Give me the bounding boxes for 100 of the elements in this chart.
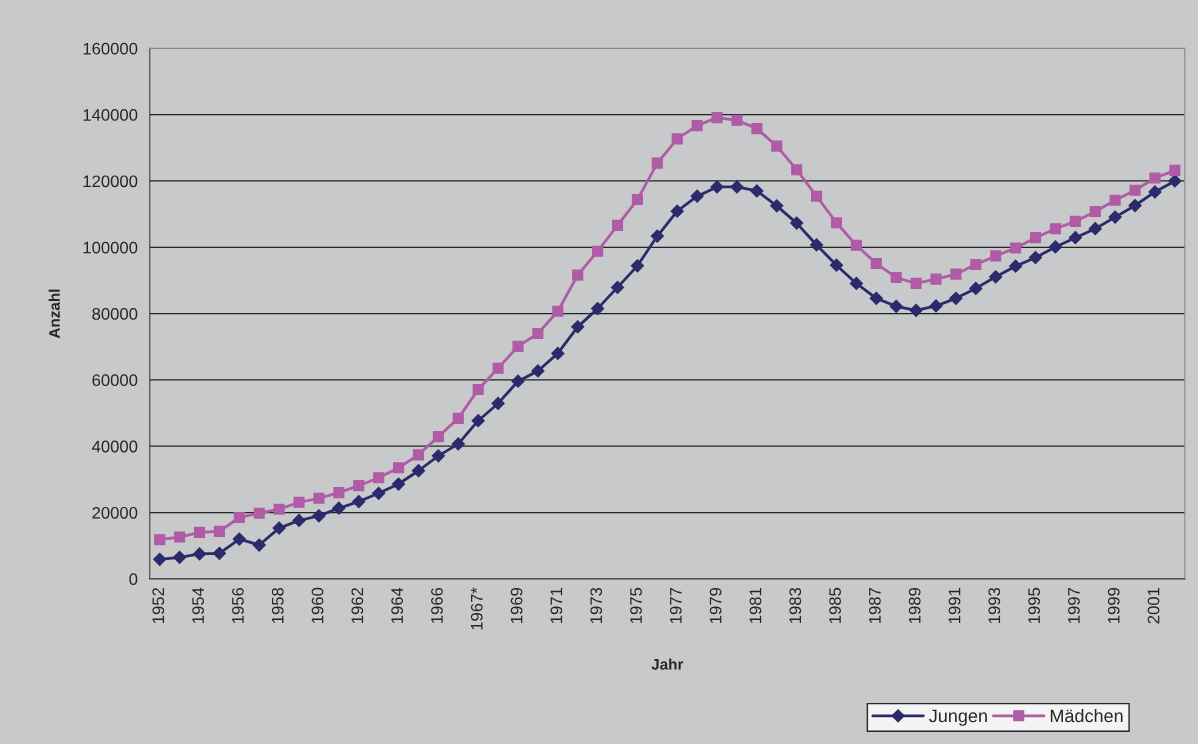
y-tick-label: 140000 bbox=[83, 109, 138, 121]
point bbox=[770, 199, 784, 213]
point bbox=[491, 396, 505, 411]
x-tick-label: 1954 bbox=[192, 587, 204, 623]
point bbox=[312, 509, 326, 523]
point bbox=[970, 258, 982, 271]
point bbox=[1088, 222, 1102, 236]
x-tick-label: 1969 bbox=[510, 587, 523, 623]
point bbox=[930, 273, 942, 285]
point bbox=[630, 259, 645, 273]
x-tick-label: 1987 bbox=[868, 588, 881, 623]
point bbox=[531, 364, 545, 378]
point bbox=[989, 270, 1003, 284]
point bbox=[212, 546, 227, 560]
point bbox=[1128, 198, 1142, 213]
point bbox=[790, 216, 804, 230]
point bbox=[154, 534, 166, 546]
x-tick-label: 1983 bbox=[789, 587, 802, 623]
point bbox=[909, 303, 923, 317]
point bbox=[1028, 250, 1043, 265]
point bbox=[1129, 184, 1141, 196]
y-tick-label: 100000 bbox=[83, 241, 138, 254]
y-tick-label: 80000 bbox=[92, 308, 138, 320]
point bbox=[1048, 240, 1063, 254]
point bbox=[990, 250, 1002, 262]
point bbox=[850, 239, 862, 251]
point bbox=[412, 449, 425, 461]
point bbox=[791, 164, 803, 176]
point bbox=[1168, 174, 1182, 188]
point bbox=[631, 193, 643, 206]
point bbox=[572, 269, 584, 281]
point bbox=[1010, 242, 1022, 254]
point bbox=[1149, 172, 1161, 184]
point bbox=[690, 189, 704, 203]
point bbox=[592, 245, 604, 257]
point bbox=[811, 190, 823, 202]
point bbox=[710, 180, 724, 194]
x-tick-label: 1962 bbox=[351, 588, 364, 623]
x-tick-label: 2001 bbox=[1147, 587, 1160, 624]
point bbox=[393, 462, 405, 474]
x-tick-label: 1967* bbox=[470, 587, 483, 630]
point bbox=[949, 291, 963, 305]
point bbox=[1068, 231, 1082, 245]
point bbox=[1009, 259, 1023, 273]
point bbox=[771, 140, 783, 152]
point bbox=[830, 217, 843, 229]
point bbox=[252, 538, 266, 552]
point bbox=[731, 114, 743, 126]
point bbox=[610, 280, 625, 294]
point bbox=[711, 112, 723, 124]
point bbox=[174, 531, 186, 543]
point bbox=[153, 552, 167, 566]
x-tick-label: 1960 bbox=[311, 587, 324, 623]
point bbox=[611, 219, 624, 231]
point bbox=[332, 501, 346, 515]
point bbox=[272, 521, 286, 535]
point bbox=[192, 547, 207, 561]
x-tick-label: 1964 bbox=[391, 587, 404, 623]
x-tick-label: 1966 bbox=[431, 587, 443, 623]
point bbox=[411, 464, 426, 478]
point bbox=[511, 374, 525, 388]
x-tick-label: 1952 bbox=[152, 588, 165, 623]
point bbox=[1089, 205, 1101, 218]
point bbox=[232, 532, 246, 546]
x-tick-label: 1991 bbox=[948, 587, 961, 623]
point bbox=[869, 291, 883, 305]
point bbox=[691, 120, 703, 132]
point bbox=[1169, 164, 1181, 176]
point bbox=[591, 302, 605, 316]
point bbox=[253, 507, 265, 519]
x-axis-title: Jahr bbox=[651, 658, 684, 670]
point bbox=[910, 277, 922, 289]
point bbox=[313, 492, 325, 504]
y-tick-label: 0 bbox=[129, 573, 138, 586]
point bbox=[1148, 185, 1162, 199]
point bbox=[1029, 232, 1042, 244]
point bbox=[889, 299, 903, 313]
x-tick-label: 1979 bbox=[709, 587, 722, 623]
point bbox=[671, 133, 683, 145]
legend-label: Mädchen bbox=[1050, 709, 1123, 723]
point bbox=[273, 503, 285, 515]
point bbox=[651, 157, 663, 169]
x-tick-label: 1973 bbox=[590, 587, 603, 623]
point bbox=[670, 204, 684, 218]
point bbox=[1109, 194, 1121, 206]
point bbox=[293, 496, 305, 508]
point bbox=[1049, 223, 1061, 235]
point bbox=[829, 258, 844, 272]
x-tick-label: 1997 bbox=[1068, 588, 1080, 623]
y-tick-label: 160000 bbox=[83, 42, 138, 55]
point bbox=[431, 449, 445, 463]
point bbox=[890, 271, 902, 284]
point bbox=[193, 526, 206, 538]
point bbox=[950, 268, 962, 280]
point bbox=[373, 472, 385, 484]
point bbox=[532, 327, 544, 340]
point bbox=[571, 320, 585, 334]
point bbox=[969, 281, 983, 295]
point bbox=[472, 383, 484, 396]
x-tick-label: 1971 bbox=[550, 587, 563, 623]
